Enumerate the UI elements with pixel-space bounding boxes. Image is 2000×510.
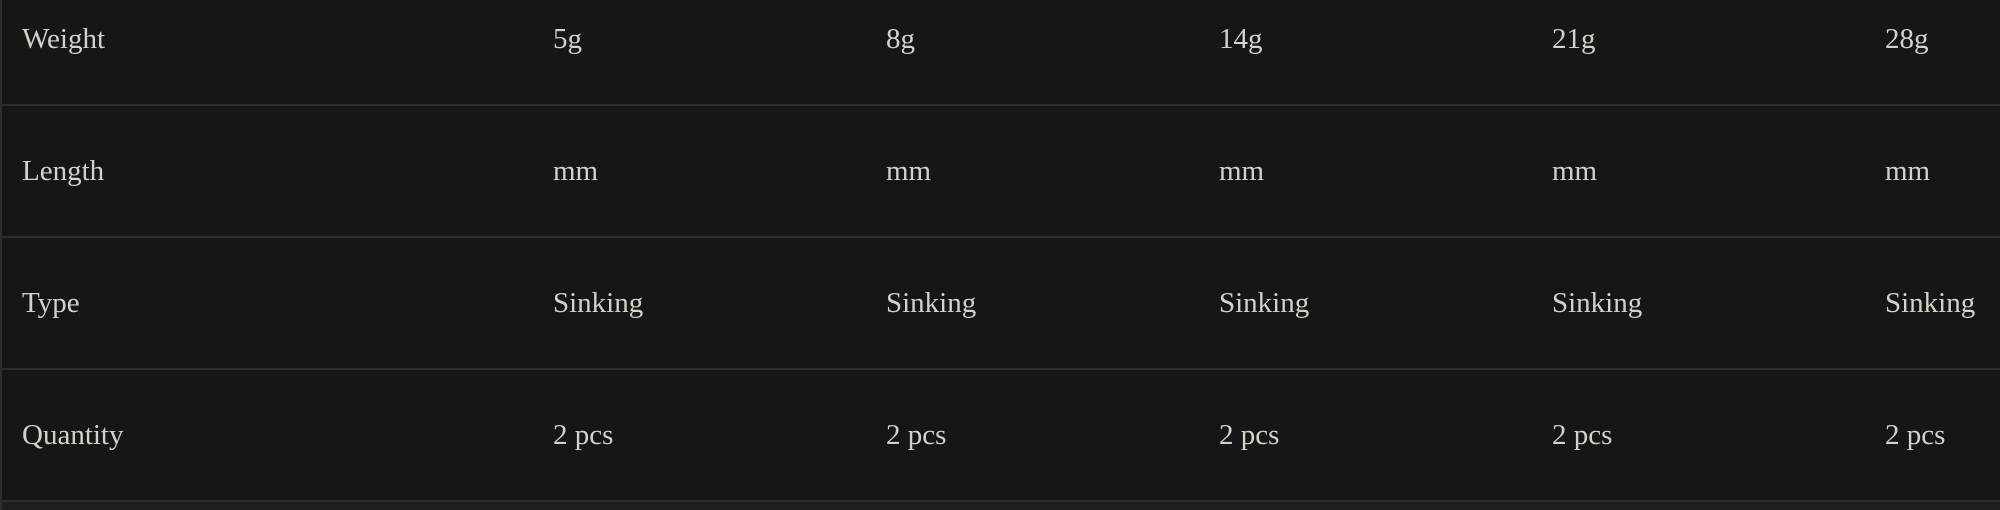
spec-value: 28g [1885,22,1929,55]
spec-value: Sinking [886,286,977,319]
spec-label-length: Length [22,154,105,187]
spec-value: mm [1219,154,1265,187]
spec-value: 2 pcs [553,418,614,451]
table-row-weight: Weight 5g 8g 14g 21g 28g [0,0,2000,106]
table-row-quantity: Quantity 2 pcs 2 pcs 2 pcs 2 pcs 2 pcs [0,370,2000,502]
spec-value: Sinking [1885,286,1976,319]
spec-value: Sinking [1552,286,1643,319]
spec-value: 2 pcs [1885,418,1946,451]
table-row-length: Length mm mm mm mm mm [0,106,2000,238]
spec-label-weight: Weight [22,22,106,55]
spec-value: mm [1552,154,1598,187]
spec-value: Sinking [1219,286,1310,319]
spec-label-type: Type [22,286,80,319]
spec-value: Sinking [553,286,644,319]
page-left-edge [0,0,2,510]
spec-value: 14g [1219,22,1263,55]
spec-value: 2 pcs [886,418,947,451]
spec-value: 2 pcs [1552,418,1613,451]
spec-value: 8g [886,22,915,55]
spec-label-quantity: Quantity [22,418,124,451]
spec-value: mm [886,154,932,187]
spec-value: 2 pcs [1219,418,1280,451]
spec-value: 5g [553,22,582,55]
table-row-partial [0,502,2000,510]
table-row-type: Type Sinking Sinking Sinking Sinking Sin… [0,238,2000,370]
spec-value: mm [553,154,599,187]
spec-value: 21g [1552,22,1596,55]
spec-value: mm [1885,154,1931,187]
